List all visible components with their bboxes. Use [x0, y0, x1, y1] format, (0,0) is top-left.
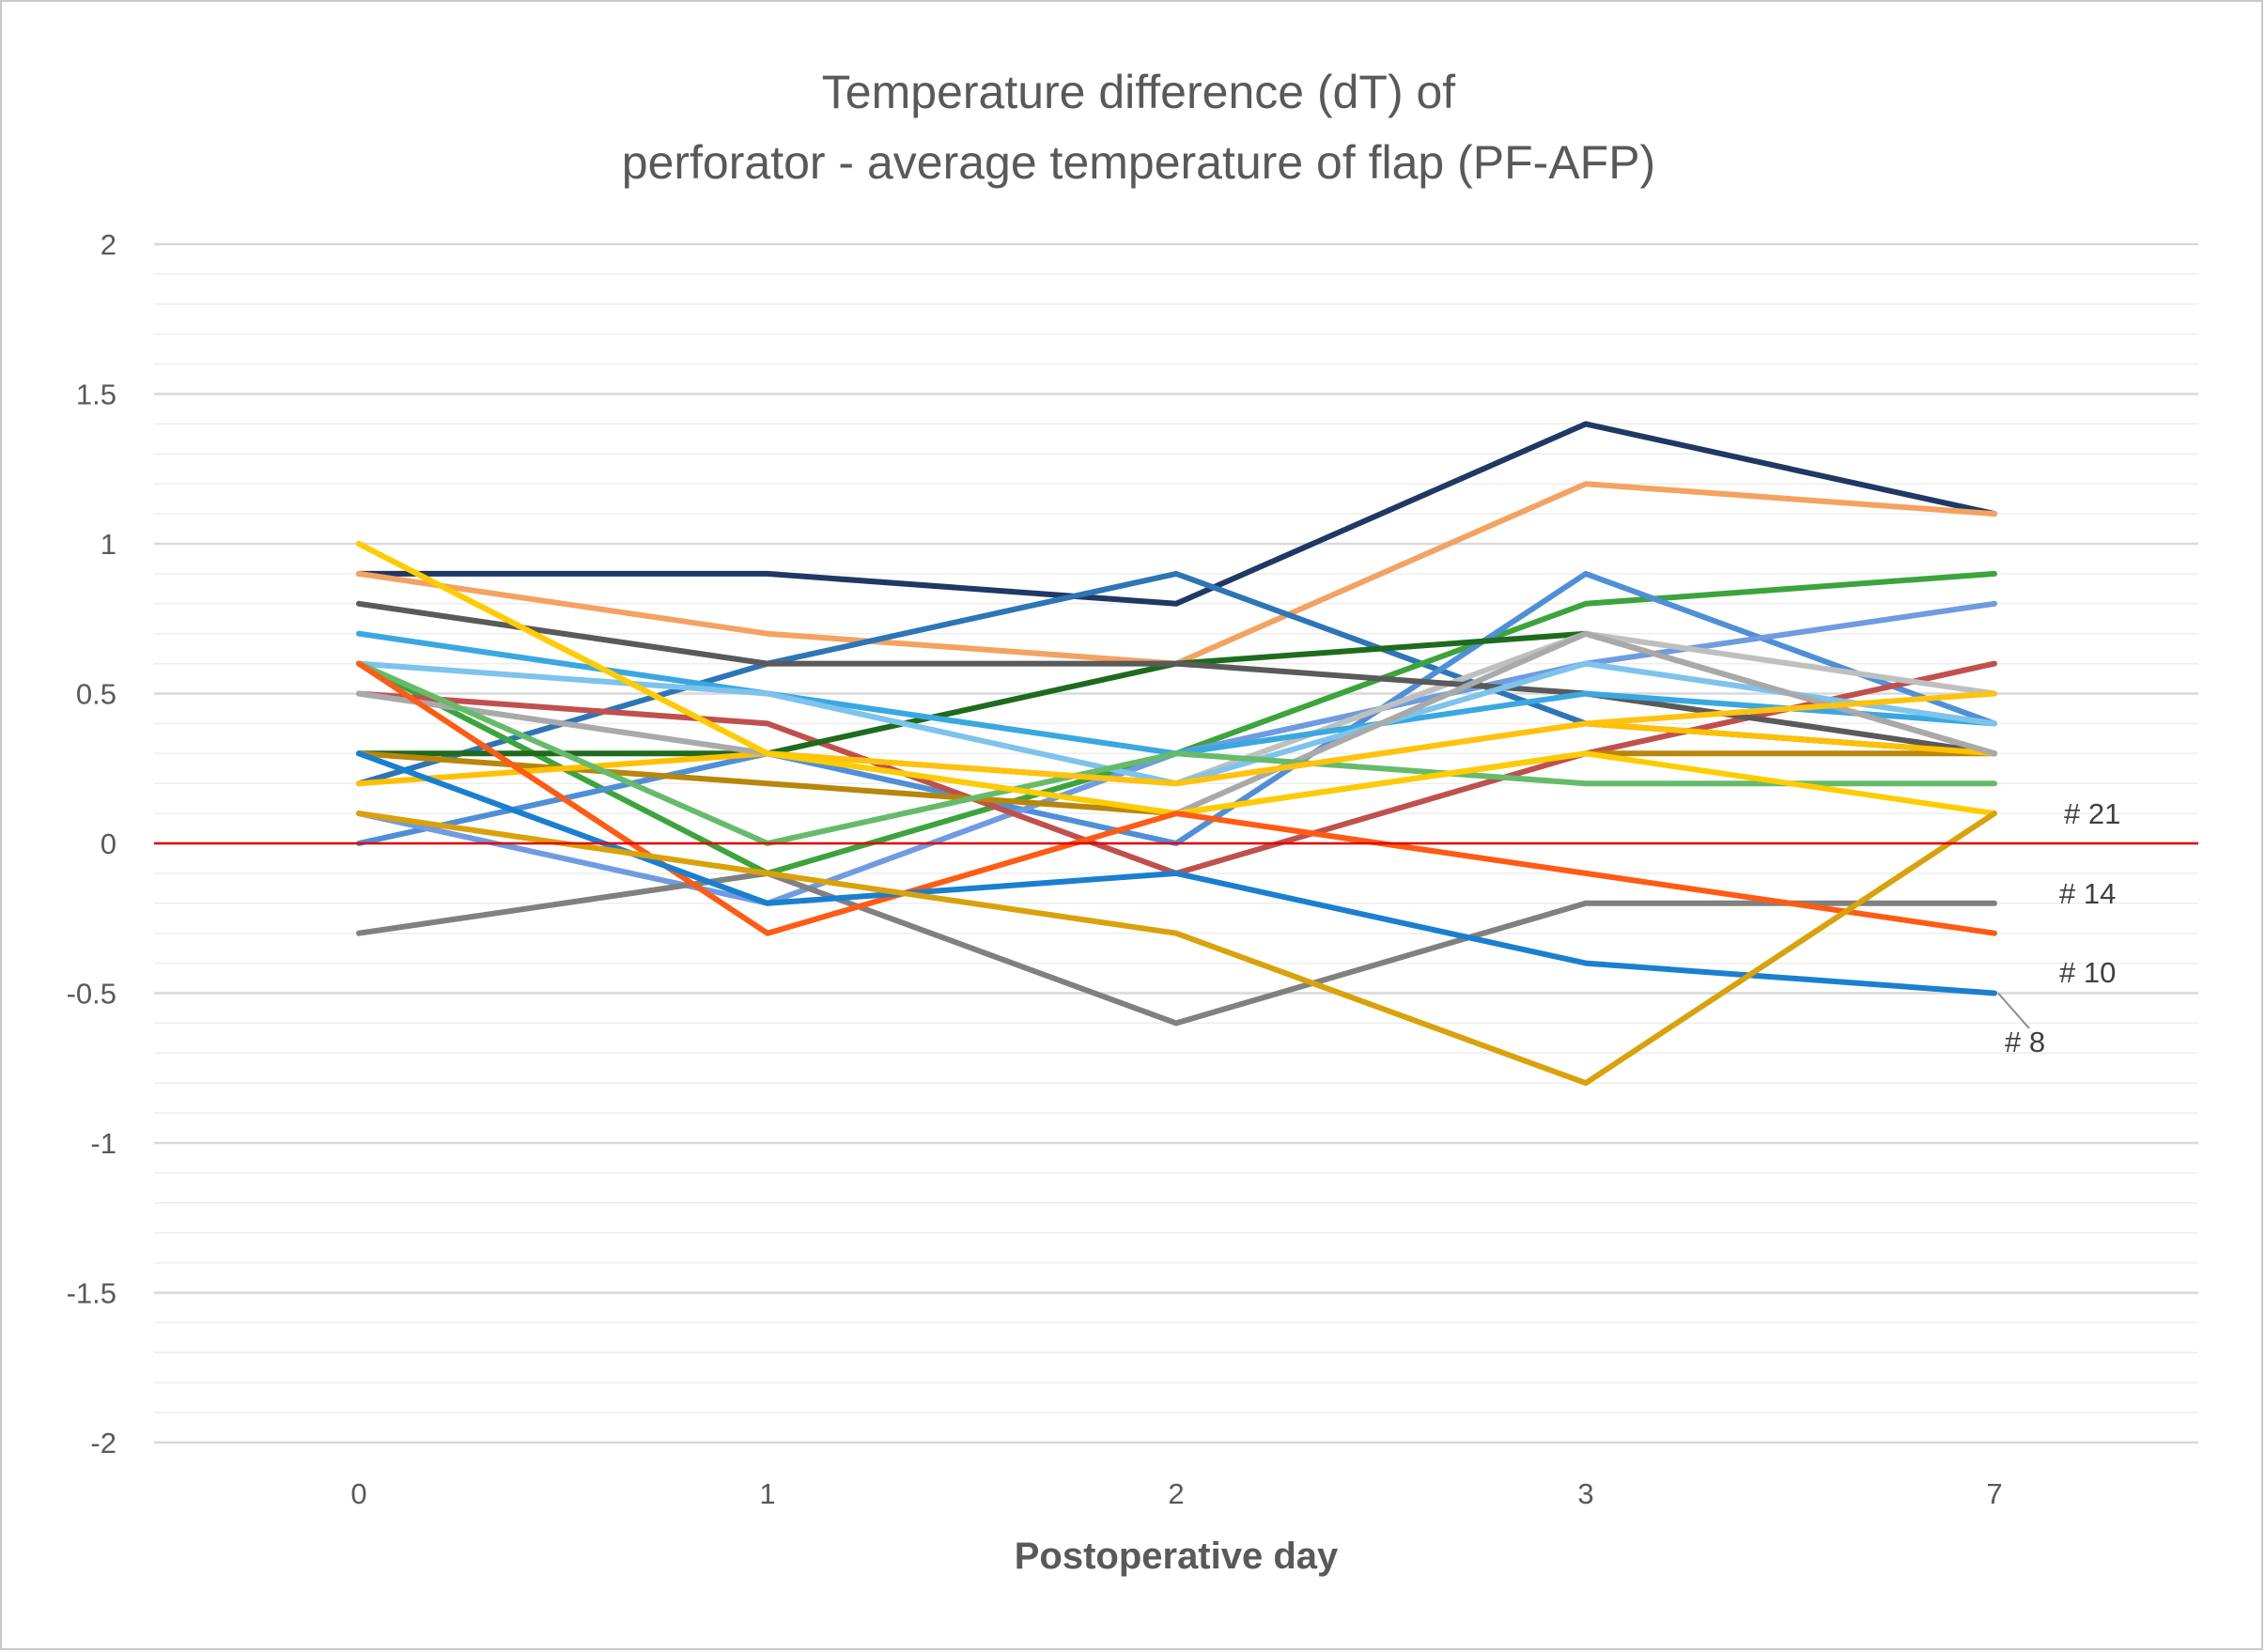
- series-annotation-label: # 10: [2059, 956, 2116, 989]
- series-line: [356, 630, 1997, 787]
- y-tick-label: 2: [101, 228, 116, 261]
- series-line: [356, 570, 1997, 846]
- series-line: [356, 421, 1997, 607]
- series-lines: [356, 421, 1997, 1087]
- series-annotation-label: # 8: [2005, 1026, 2045, 1058]
- y-tick-label: 0.5: [76, 678, 116, 711]
- y-tick-label: 1.5: [76, 378, 116, 411]
- chart-title: Temperature difference (dT) of perforato…: [622, 66, 1655, 189]
- series-line: [356, 811, 1997, 1087]
- y-tick-label: 0: [101, 827, 116, 860]
- x-axis-title: Postoperative day: [1015, 1536, 1339, 1577]
- annotation-leader-line: [1997, 992, 2030, 1029]
- x-tick-label: 3: [1577, 1477, 1593, 1510]
- y-tick-label: 1: [101, 528, 116, 561]
- y-tick-label: -1.5: [67, 1277, 116, 1310]
- series-annotation-label: # 14: [2059, 877, 2116, 910]
- series-line: [356, 870, 1997, 1027]
- series-annotation-label: # 21: [2064, 797, 2120, 830]
- x-tick-label: 7: [1986, 1477, 2002, 1510]
- series-line: [356, 660, 1997, 846]
- chart-title-line-1: Temperature difference (dT) of: [822, 66, 1455, 118]
- y-tick-label: -0.5: [67, 978, 116, 1011]
- y-tick-label: -2: [90, 1427, 116, 1459]
- chart-title-line-2: perforator - average temperature of flap…: [622, 136, 1655, 189]
- y-tick-label: -1: [90, 1127, 116, 1160]
- x-tick-label: 0: [350, 1477, 366, 1510]
- x-tick-label: 2: [1168, 1477, 1184, 1510]
- x-axis-tick-labels: 0 1 2 3 7: [350, 1477, 2002, 1510]
- x-tick-label: 1: [759, 1477, 775, 1510]
- series-annotations: # 21 # 14 # 10 # 8: [1997, 797, 2120, 1058]
- y-axis-tick-labels: 2 1.5 1 0.5 0 -0.5 -1 -1.5 -2: [67, 228, 116, 1459]
